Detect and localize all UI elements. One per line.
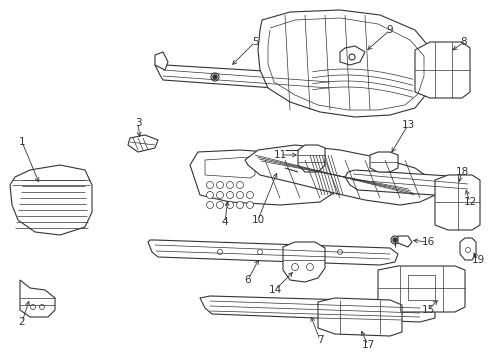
Circle shape: [217, 181, 223, 189]
Text: 19: 19: [471, 255, 485, 265]
Circle shape: [211, 73, 219, 81]
Polygon shape: [245, 145, 435, 205]
Circle shape: [217, 202, 223, 208]
Polygon shape: [258, 10, 432, 117]
Circle shape: [206, 192, 214, 198]
Polygon shape: [20, 280, 55, 317]
Circle shape: [237, 192, 244, 198]
Text: 12: 12: [464, 197, 477, 207]
Circle shape: [206, 202, 214, 208]
Polygon shape: [283, 242, 325, 282]
Circle shape: [246, 192, 253, 198]
Circle shape: [307, 264, 314, 270]
Polygon shape: [415, 42, 470, 98]
Polygon shape: [345, 170, 472, 197]
Polygon shape: [378, 266, 465, 312]
Polygon shape: [460, 238, 476, 260]
Text: 5: 5: [252, 37, 258, 47]
Circle shape: [206, 181, 214, 189]
Text: 2: 2: [19, 317, 25, 327]
Polygon shape: [155, 62, 340, 92]
Polygon shape: [318, 298, 402, 336]
Circle shape: [246, 202, 253, 208]
Text: 17: 17: [361, 340, 375, 350]
Text: 8: 8: [461, 37, 467, 47]
Polygon shape: [205, 157, 255, 178]
Circle shape: [226, 192, 234, 198]
Circle shape: [349, 54, 355, 60]
Polygon shape: [10, 165, 92, 235]
Polygon shape: [340, 46, 365, 65]
Polygon shape: [200, 296, 435, 322]
Polygon shape: [298, 145, 325, 172]
Circle shape: [338, 249, 343, 255]
Text: 16: 16: [421, 237, 435, 247]
Text: 4: 4: [221, 217, 228, 227]
Circle shape: [393, 238, 397, 242]
Text: 3: 3: [135, 118, 141, 128]
Polygon shape: [398, 236, 412, 247]
Polygon shape: [148, 240, 398, 265]
Polygon shape: [128, 135, 158, 152]
Circle shape: [217, 192, 223, 198]
Circle shape: [297, 249, 302, 255]
Circle shape: [391, 236, 399, 244]
Circle shape: [213, 75, 217, 79]
Circle shape: [292, 264, 298, 270]
Circle shape: [237, 202, 244, 208]
Circle shape: [226, 202, 234, 208]
Text: 18: 18: [455, 167, 468, 177]
Circle shape: [40, 305, 45, 310]
Text: 10: 10: [251, 215, 265, 225]
Polygon shape: [435, 175, 480, 230]
Text: 11: 11: [273, 150, 287, 160]
Polygon shape: [190, 150, 338, 205]
Text: 14: 14: [269, 285, 282, 295]
Text: 9: 9: [387, 25, 393, 35]
Text: 15: 15: [421, 305, 435, 315]
Circle shape: [466, 248, 470, 252]
Polygon shape: [155, 52, 168, 70]
Circle shape: [226, 181, 234, 189]
Polygon shape: [370, 152, 398, 172]
Circle shape: [218, 249, 222, 255]
Circle shape: [258, 249, 263, 255]
Circle shape: [30, 305, 35, 310]
Circle shape: [237, 181, 244, 189]
Text: 1: 1: [19, 137, 25, 147]
Text: 6: 6: [245, 275, 251, 285]
Text: 13: 13: [401, 120, 415, 130]
Text: 7: 7: [317, 335, 323, 345]
